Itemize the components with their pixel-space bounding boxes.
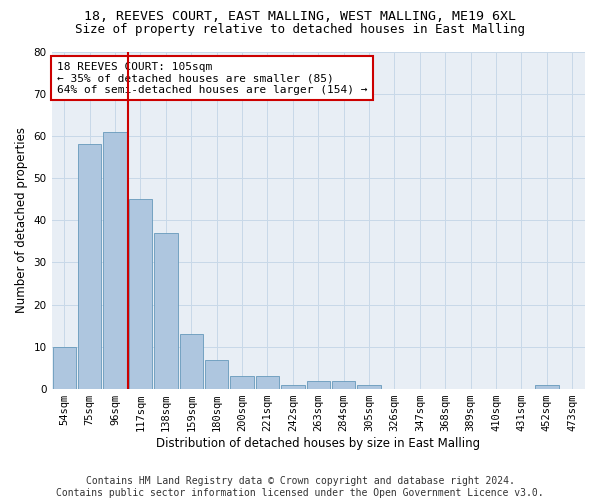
Text: 18, REEVES COURT, EAST MALLING, WEST MALLING, ME19 6XL: 18, REEVES COURT, EAST MALLING, WEST MAL… [84,10,516,23]
Bar [129,199,152,389]
Text: Contains HM Land Registry data © Crown copyright and database right 2024.
Contai: Contains HM Land Registry data © Crown c… [56,476,544,498]
Bar [154,233,178,389]
Bar [281,385,305,389]
Bar [307,380,330,389]
Bar [179,334,203,389]
Bar [256,376,279,389]
Text: Size of property relative to detached houses in East Malling: Size of property relative to detached ho… [75,22,525,36]
Y-axis label: Number of detached properties: Number of detached properties [15,128,28,314]
Bar [205,360,229,389]
Bar [103,132,127,389]
Text: 18 REEVES COURT: 105sqm
← 35% of detached houses are smaller (85)
64% of semi-de: 18 REEVES COURT: 105sqm ← 35% of detache… [57,62,367,95]
Bar [78,144,101,389]
Bar [535,385,559,389]
Bar [358,385,381,389]
Bar [332,380,355,389]
Bar [53,347,76,389]
X-axis label: Distribution of detached houses by size in East Malling: Distribution of detached houses by size … [156,437,481,450]
Bar [230,376,254,389]
